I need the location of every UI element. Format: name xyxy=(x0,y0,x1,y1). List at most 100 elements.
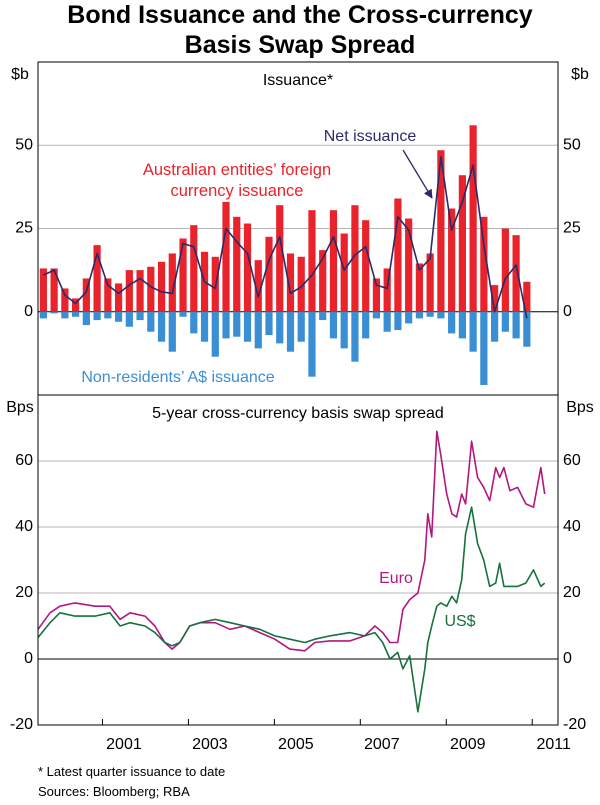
bar xyxy=(82,278,90,312)
y-tick-label: 0 xyxy=(24,303,33,320)
bar xyxy=(276,311,284,344)
bar xyxy=(480,216,488,312)
footnote: * Latest quarter issuance to date xyxy=(38,764,226,779)
bar xyxy=(340,311,348,349)
y-tick-label: 50 xyxy=(15,136,33,153)
bar xyxy=(329,210,338,312)
bar xyxy=(394,311,402,331)
bar xyxy=(329,311,338,339)
bar xyxy=(448,208,456,312)
bar xyxy=(286,311,295,352)
bar xyxy=(308,311,316,377)
bar xyxy=(265,236,273,312)
bar xyxy=(93,245,101,312)
panel-subtitle: Issuance* xyxy=(263,72,333,89)
bar xyxy=(491,285,499,312)
series-line xyxy=(37,430,546,652)
bar xyxy=(114,283,123,312)
bar xyxy=(136,270,144,312)
y-unit-label: Bps xyxy=(6,399,34,416)
bar xyxy=(61,288,69,312)
bar xyxy=(50,311,58,314)
y-unit-label: $b xyxy=(571,66,589,83)
bar xyxy=(114,311,123,322)
bar xyxy=(415,311,424,319)
bar xyxy=(168,311,176,352)
bar xyxy=(104,278,112,312)
bar xyxy=(136,311,144,321)
bar xyxy=(243,223,252,312)
x-tick-label: 2009 xyxy=(450,736,486,753)
y-tick-label: 0 xyxy=(563,303,572,320)
bar xyxy=(286,253,295,312)
x-tick-label: 2007 xyxy=(364,736,400,753)
sources: Sources: Bloomberg; RBA xyxy=(38,784,190,799)
bar xyxy=(147,266,155,312)
bar xyxy=(394,198,402,312)
bar xyxy=(458,311,466,339)
bar xyxy=(405,218,413,312)
bar xyxy=(426,311,434,317)
bar xyxy=(297,256,305,312)
x-tick-label: 2001 xyxy=(106,736,142,753)
chart-title: Bond Issuance and the Cross-currency Bas… xyxy=(67,1,533,59)
bar xyxy=(340,233,348,312)
bar xyxy=(233,216,241,312)
bar xyxy=(39,311,47,319)
bar xyxy=(93,311,101,321)
bar xyxy=(319,250,327,312)
y-unit-label: Bps xyxy=(566,399,594,416)
bar xyxy=(426,253,434,312)
bar xyxy=(104,311,112,319)
series-label: Net issuance xyxy=(324,128,417,145)
y-tick-label: -20 xyxy=(563,716,586,733)
bar xyxy=(523,281,531,312)
y-tick-label: 0 xyxy=(24,650,33,667)
bar xyxy=(125,270,133,312)
x-tick-label: 2005 xyxy=(278,736,314,753)
bar xyxy=(200,311,209,342)
y-tick-label: 20 xyxy=(15,584,33,601)
bar xyxy=(233,311,241,337)
y-tick-label: 25 xyxy=(15,220,33,237)
bar xyxy=(319,311,327,321)
bar xyxy=(523,311,531,347)
bar xyxy=(72,311,80,317)
bar xyxy=(243,311,252,342)
bar xyxy=(448,311,456,334)
series-label: Euro xyxy=(379,570,413,587)
bar xyxy=(222,311,230,339)
bar xyxy=(168,253,176,312)
x-tick-label: 2003 xyxy=(192,736,228,753)
bar xyxy=(211,311,219,357)
bar xyxy=(437,311,445,319)
marks-layer xyxy=(37,125,546,713)
bar xyxy=(82,311,90,326)
bar xyxy=(254,311,262,349)
bar xyxy=(222,201,230,312)
bar xyxy=(125,311,133,327)
plot-frame xyxy=(37,61,559,726)
bar xyxy=(72,298,80,312)
bar xyxy=(265,311,273,336)
bar xyxy=(362,220,370,312)
x-tick-label: 2011 xyxy=(536,736,571,753)
bar xyxy=(157,311,166,342)
y-tick-label: 40 xyxy=(15,518,33,535)
y-tick-label: 20 xyxy=(563,584,581,601)
bar xyxy=(190,225,198,312)
bar xyxy=(39,268,47,312)
bar xyxy=(147,311,155,332)
bar xyxy=(308,210,316,312)
bar xyxy=(458,175,466,312)
bar xyxy=(254,260,262,312)
y-tick-label: 25 xyxy=(563,220,581,237)
bar xyxy=(501,311,509,332)
bar xyxy=(480,311,488,386)
bar xyxy=(405,311,413,324)
grid-layer xyxy=(38,144,558,726)
bar xyxy=(383,268,391,312)
bar xyxy=(61,311,69,319)
